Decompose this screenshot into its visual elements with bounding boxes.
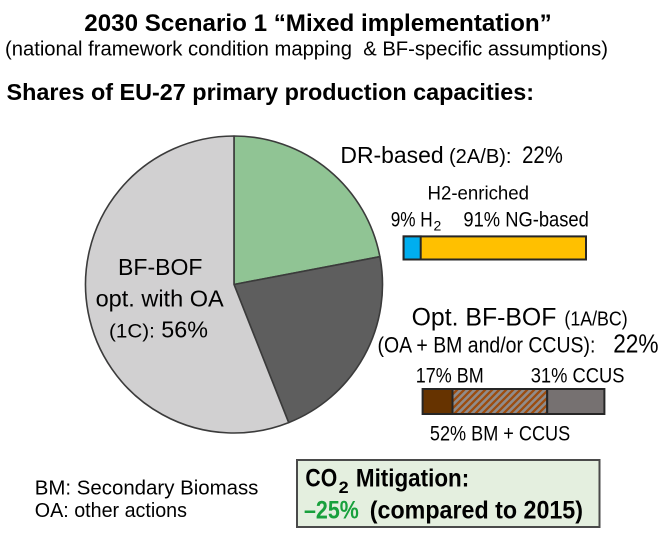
svg-text:(1C):: (1C): — [109, 320, 155, 342]
svg-text:opt. with OA: opt. with OA — [96, 285, 225, 311]
svg-text:(national framework condition: (national framework condition mapping & … — [5, 39, 608, 61]
svg-text:9% H: 9% H — [391, 209, 433, 232]
svg-text:(compared to 2015): (compared to 2015) — [370, 496, 583, 524]
svg-text:–25%: –25% — [304, 496, 359, 524]
svg-text:BF-BOF: BF-BOF — [118, 254, 203, 280]
svg-text:H2-enriched: H2-enriched — [428, 183, 530, 205]
svg-text:(1A/BC): (1A/BC) — [564, 308, 627, 331]
svg-text:22%: 22% — [522, 142, 563, 169]
svg-text:(OA + BM and/or CCUS):: (OA + BM and/or CCUS): — [378, 333, 596, 358]
svg-text:Shares of EU-27 primary produc: Shares of EU-27 primary production capac… — [7, 79, 535, 105]
svg-text:OA: other actions: OA: other actions — [35, 500, 187, 522]
svg-text:(2A/B):: (2A/B): — [449, 146, 512, 168]
svg-text:52% BM + CCUS: 52% BM + CCUS — [430, 421, 570, 445]
svg-text:Opt. BF-BOF: Opt. BF-BOF — [412, 304, 557, 332]
svg-text:DR-based: DR-based — [340, 142, 443, 168]
svg-text:31% CCUS: 31% CCUS — [531, 364, 625, 388]
svg-text:91% NG-based: 91% NG-based — [463, 209, 588, 232]
svg-text:2030 Scenario 1 “Mixed impleme: 2030 Scenario 1 “Mixed implementation” — [84, 10, 551, 37]
svg-text:2: 2 — [339, 478, 349, 497]
svg-text:17% BM: 17% BM — [416, 364, 484, 388]
svg-text:CO: CO — [305, 465, 337, 493]
svg-text:56%: 56% — [161, 316, 208, 342]
svg-text:BM: Secondary Biomass: BM: Secondary Biomass — [35, 478, 259, 500]
svg-text:Mitigation:: Mitigation: — [356, 465, 469, 493]
svg-text:2: 2 — [434, 218, 442, 234]
svg-text:22%: 22% — [613, 331, 658, 359]
